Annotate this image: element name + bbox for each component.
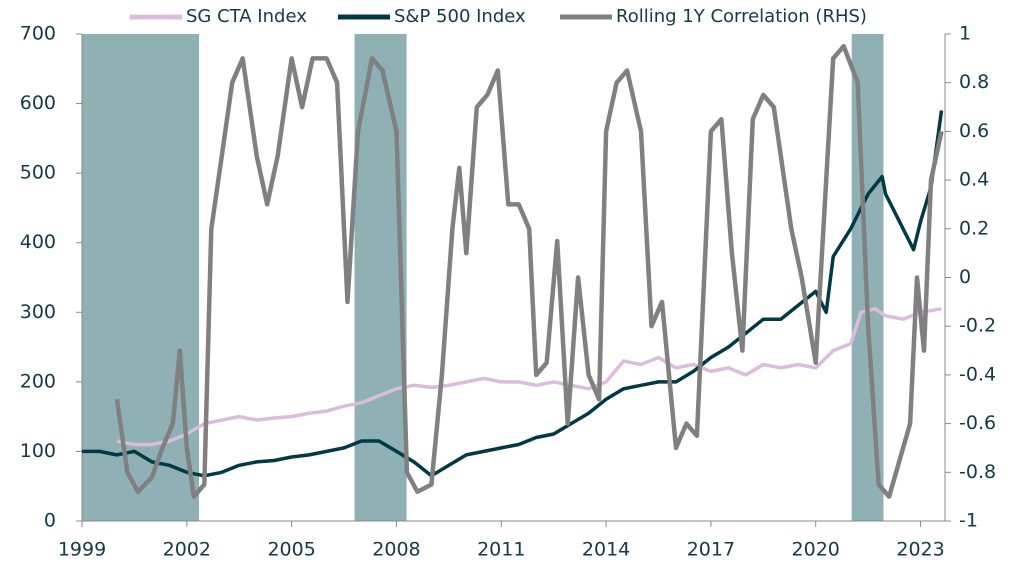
- x-tick-label: 2011: [477, 539, 525, 561]
- y-tick-label: 300: [20, 301, 56, 323]
- y2-tick-label: -0.2: [959, 315, 996, 337]
- shaded-period: [82, 34, 200, 521]
- legend-label: Rolling 1Y Correlation (RHS): [616, 6, 867, 27]
- y2-tick-label: -0.4: [959, 363, 996, 385]
- y-tick-label: 700: [20, 23, 56, 45]
- legend-label: S&P 500 Index: [394, 6, 526, 27]
- y-tick-label: 400: [20, 231, 56, 253]
- series-line: [114, 43, 944, 499]
- y-tick-label: 100: [20, 440, 56, 462]
- series-line: [116, 307, 942, 447]
- y-tick-label: 500: [20, 162, 56, 184]
- y2-tick-label: 0.6: [959, 120, 989, 142]
- y2-tick-label: -0.8: [959, 461, 996, 483]
- x-tick-label: 2014: [582, 539, 630, 561]
- y2-tick-label: 1: [959, 23, 971, 45]
- y2-tick-label: 0.2: [959, 217, 989, 239]
- y2-tick-label: 0.4: [959, 169, 989, 191]
- y2-tick-label: -1: [959, 510, 978, 532]
- legend-label: SG CTA Index: [186, 6, 307, 27]
- x-tick-label: 2017: [687, 539, 735, 561]
- y-tick-label: 600: [20, 92, 56, 114]
- x-tick-label: 2002: [163, 539, 211, 561]
- series-line: [82, 110, 944, 478]
- y2-tick-label: 0.8: [959, 71, 989, 93]
- y2-tick-label: -0.6: [959, 412, 996, 434]
- x-tick-label: 1999: [58, 539, 106, 561]
- x-tick-label: 2005: [267, 539, 315, 561]
- y-tick-label: 0: [44, 510, 56, 532]
- legend: SG CTA Index S&P 500 Index Rolling 1Y Corr…: [130, 6, 867, 27]
- y2-tick-label: 0: [959, 266, 971, 288]
- y-tick-label: 200: [20, 370, 56, 392]
- x-tick-label: 2020: [792, 539, 840, 561]
- x-tick-label: 2023: [896, 539, 944, 561]
- x-tick-label: 2008: [372, 539, 420, 561]
